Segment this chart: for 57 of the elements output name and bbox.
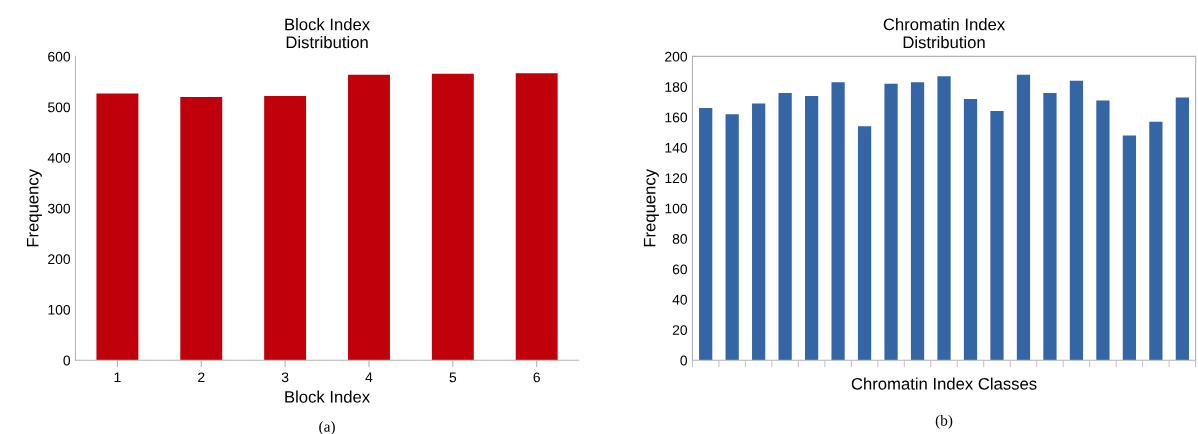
- bar: [831, 82, 845, 361]
- y-tick-label: 100: [665, 203, 688, 214]
- bar: [1096, 100, 1110, 361]
- bar: [431, 73, 474, 361]
- y-axis-title: Frequency: [26, 168, 42, 247]
- bar: [910, 82, 925, 361]
- bar: [884, 83, 898, 361]
- bar: [1043, 92, 1057, 361]
- bar: [348, 74, 390, 361]
- y-tick-label: 20: [672, 325, 688, 336]
- bar: [180, 96, 223, 361]
- y-tick-label: 120: [665, 173, 688, 184]
- y-tick-label: 140: [665, 142, 688, 153]
- y-tick-label: 80: [672, 234, 688, 244]
- bar: [778, 92, 792, 361]
- y-tick-label: 600: [48, 51, 71, 62]
- y-tick-label: 200: [665, 51, 688, 62]
- y-tick-label: 0: [63, 355, 71, 366]
- y-tick-label: 180: [665, 82, 688, 92]
- bar: [264, 95, 307, 361]
- bar: [963, 98, 978, 361]
- bar: [1175, 97, 1189, 361]
- bar: [1149, 121, 1163, 361]
- chart-title: Chromatin Index Distribution: [883, 18, 1005, 49]
- y-tick-label: 300: [47, 203, 71, 214]
- y-tick-label: 60: [672, 264, 688, 275]
- bar: [752, 103, 766, 361]
- bar: [857, 126, 872, 361]
- bar: [515, 73, 558, 361]
- x-tick-label: 5: [449, 372, 457, 383]
- x-axis-title: Block Index: [285, 390, 370, 403]
- bar: [96, 93, 139, 361]
- bar: [1069, 80, 1084, 361]
- bar: [1016, 74, 1031, 361]
- bar: [725, 114, 739, 361]
- y-axis-title: Frequency: [643, 168, 659, 247]
- x-tick-label: 1: [114, 372, 121, 383]
- bar: [699, 108, 713, 361]
- x-tick-label: 2: [198, 372, 205, 383]
- y-tick-label: 400: [47, 153, 71, 163]
- x-axis-title: Chromatin Index Classes: [851, 377, 1037, 390]
- y-tick-label: 40: [672, 294, 688, 305]
- y-tick-label: 160: [665, 112, 688, 123]
- bar: [804, 95, 819, 361]
- y-tick-label: 100: [48, 304, 71, 315]
- bar: [1122, 135, 1137, 361]
- x-tick-label: 6: [533, 372, 540, 383]
- y-tick-label: 200: [48, 254, 71, 265]
- x-tick-label: 4: [365, 372, 373, 383]
- y-tick-label: 0: [680, 355, 688, 366]
- chart-title: Block Index Distribution: [285, 18, 370, 49]
- bar: [990, 111, 1004, 361]
- text: (b): [935, 414, 953, 429]
- x-tick-label: 3: [281, 372, 289, 383]
- bar: [937, 76, 951, 361]
- text: (a): [319, 420, 335, 434]
- y-tick-label: 500: [48, 102, 71, 113]
